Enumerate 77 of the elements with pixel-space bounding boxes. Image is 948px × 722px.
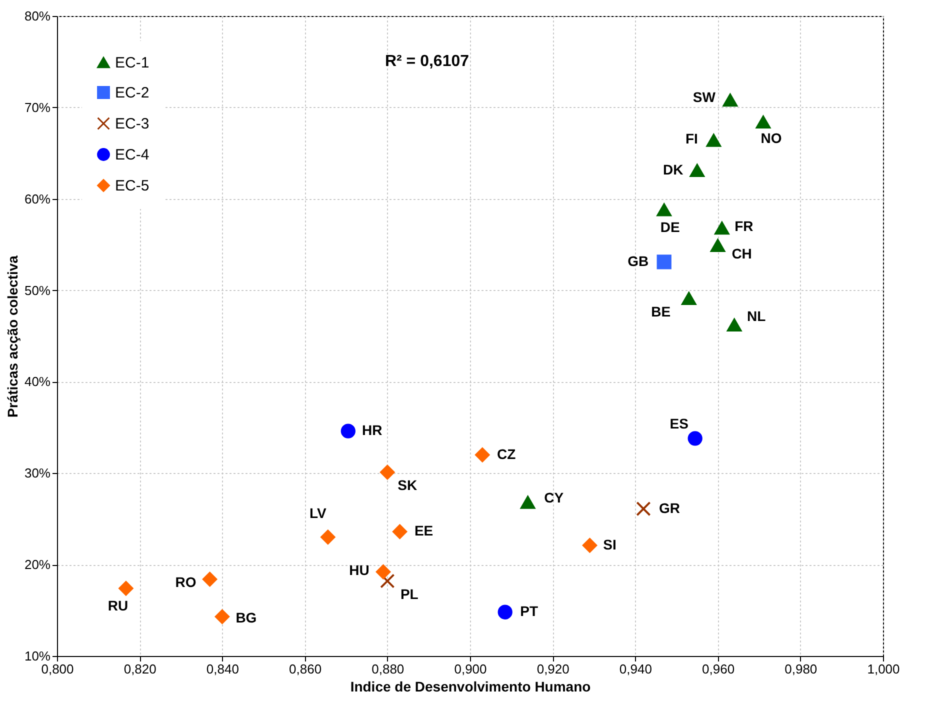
annotation: ES bbox=[670, 415, 688, 432]
point bbox=[690, 164, 704, 177]
annotation: SW bbox=[692, 89, 716, 106]
annotation: R² = 0,6107 bbox=[384, 53, 470, 70]
annotation: HU bbox=[349, 562, 370, 578]
y-axis-title: Práticas acção colectiva bbox=[4, 255, 20, 418]
annotation: PT bbox=[520, 603, 538, 620]
point bbox=[498, 604, 512, 620]
point bbox=[320, 530, 336, 544]
x-tick-label: 0,800 bbox=[41, 662, 74, 676]
annotation: EE bbox=[414, 522, 434, 539]
point bbox=[726, 318, 742, 332]
annotation: GB bbox=[628, 252, 649, 269]
annotation: DE bbox=[660, 218, 680, 235]
point bbox=[392, 524, 408, 539]
y-tick-label: 40% bbox=[24, 374, 51, 390]
y-tick-label: 10% bbox=[24, 648, 51, 664]
point bbox=[380, 464, 395, 480]
y-tick-label: 30% bbox=[24, 466, 51, 481]
annotation: SK bbox=[398, 477, 418, 494]
x-tick-label: 0,980 bbox=[784, 662, 818, 676]
point bbox=[656, 254, 672, 270]
legend-label: EC-4 bbox=[115, 146, 150, 164]
legend-label: EC-5 bbox=[115, 178, 150, 194]
annotation: GR bbox=[658, 500, 680, 516]
annotation: DK bbox=[663, 162, 684, 178]
point bbox=[475, 448, 490, 462]
x-tick-label: 0,860 bbox=[289, 662, 322, 676]
annotation: CZ bbox=[497, 446, 516, 462]
point bbox=[582, 538, 598, 553]
x-tick-label: 0,920 bbox=[536, 662, 570, 676]
legend-label: EC-1 bbox=[115, 54, 150, 72]
x-tick-label: 0,940 bbox=[619, 662, 652, 676]
point bbox=[118, 581, 134, 596]
x-axis-title: Indice de Desenvolvimento Humano bbox=[350, 678, 591, 694]
annotation: SI bbox=[603, 536, 616, 552]
point bbox=[682, 292, 696, 305]
y-tick-label: 70% bbox=[24, 100, 51, 115]
annotation: RO bbox=[175, 574, 196, 590]
annotation: BG bbox=[236, 610, 257, 626]
annotation: CY bbox=[544, 489, 564, 506]
annotation: FI bbox=[685, 130, 698, 146]
y-tick-label: 60% bbox=[24, 191, 51, 206]
y-tick-label: 20% bbox=[24, 557, 51, 572]
point bbox=[202, 572, 218, 587]
x-tick-label: 0,820 bbox=[124, 662, 156, 676]
y-tick-label: 50% bbox=[24, 282, 51, 298]
point bbox=[520, 496, 536, 509]
annotation: BE bbox=[651, 304, 671, 320]
annotation: PL bbox=[400, 586, 419, 602]
point bbox=[722, 94, 738, 107]
point bbox=[688, 431, 702, 446]
annotation: RU bbox=[108, 597, 128, 614]
y-tick-label: 80% bbox=[24, 8, 51, 24]
annotation: NO bbox=[760, 130, 782, 146]
point bbox=[656, 203, 672, 216]
annotation: NL bbox=[746, 308, 766, 324]
point bbox=[376, 564, 391, 580]
point bbox=[706, 134, 721, 147]
annotation: HR bbox=[362, 422, 382, 438]
x-tick-label: 0,960 bbox=[702, 662, 735, 676]
point bbox=[714, 222, 730, 235]
point bbox=[636, 501, 651, 516]
annotation: LV bbox=[310, 505, 328, 522]
x-tick-label: 0,840 bbox=[206, 662, 239, 676]
annotation: CH bbox=[732, 245, 752, 262]
annotation: FR bbox=[734, 218, 754, 234]
x-tick-label: 1,000 bbox=[867, 662, 900, 676]
point bbox=[380, 574, 395, 588]
legend-label: EC-2 bbox=[115, 84, 150, 102]
point bbox=[710, 239, 726, 252]
x-tick-label: 0,880 bbox=[372, 662, 404, 676]
x-tick-label: 0,900 bbox=[454, 662, 487, 676]
point bbox=[756, 116, 771, 129]
point bbox=[340, 424, 356, 438]
point bbox=[214, 609, 230, 624]
legend-label: EC-3 bbox=[115, 116, 150, 132]
